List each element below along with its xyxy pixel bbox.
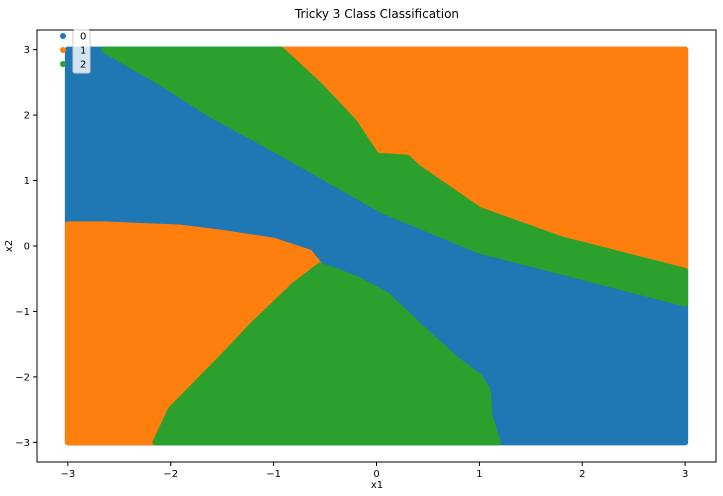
region-class-2-1 xyxy=(100,46,689,307)
legend-label-2: 2 xyxy=(80,60,86,71)
x-axis-ticks: −3 −2 −1 0 1 2 3 xyxy=(60,462,688,480)
y-tick-label: −1 xyxy=(15,307,30,318)
y-tick-label: 1 xyxy=(24,176,30,187)
legend: 0 1 2 xyxy=(60,29,91,74)
y-tick-label: 0 xyxy=(24,242,30,253)
x-tick-label: 3 xyxy=(682,469,688,480)
x-tick-label: −2 xyxy=(163,469,178,480)
x-tick-label: −3 xyxy=(60,469,75,480)
x-axis-label: x1 xyxy=(371,480,383,491)
x-tick-label: 1 xyxy=(476,469,482,480)
region-class-2-3 xyxy=(152,262,501,446)
x-tick-label: 2 xyxy=(579,469,585,480)
x-tick-label: −1 xyxy=(266,469,281,480)
legend-marker-1 xyxy=(60,47,66,53)
y-axis-label: x2 xyxy=(4,240,15,252)
chart-title: Tricky 3 Class Classification xyxy=(294,7,459,21)
y-axis-ticks: −3 −2 −1 0 1 2 3 xyxy=(15,45,37,449)
plot-area xyxy=(64,46,689,446)
y-tick-label: −2 xyxy=(15,372,30,383)
legend-label-0: 0 xyxy=(80,32,86,43)
legend-marker-0 xyxy=(60,33,66,39)
x-tick-label: 0 xyxy=(373,469,379,480)
y-tick-label: 2 xyxy=(24,111,30,122)
y-tick-label: −3 xyxy=(15,438,30,449)
legend-label-1: 1 xyxy=(80,46,86,57)
legend-box xyxy=(72,29,91,74)
legend-marker-2 xyxy=(60,61,66,67)
y-tick-label: 3 xyxy=(24,45,30,56)
